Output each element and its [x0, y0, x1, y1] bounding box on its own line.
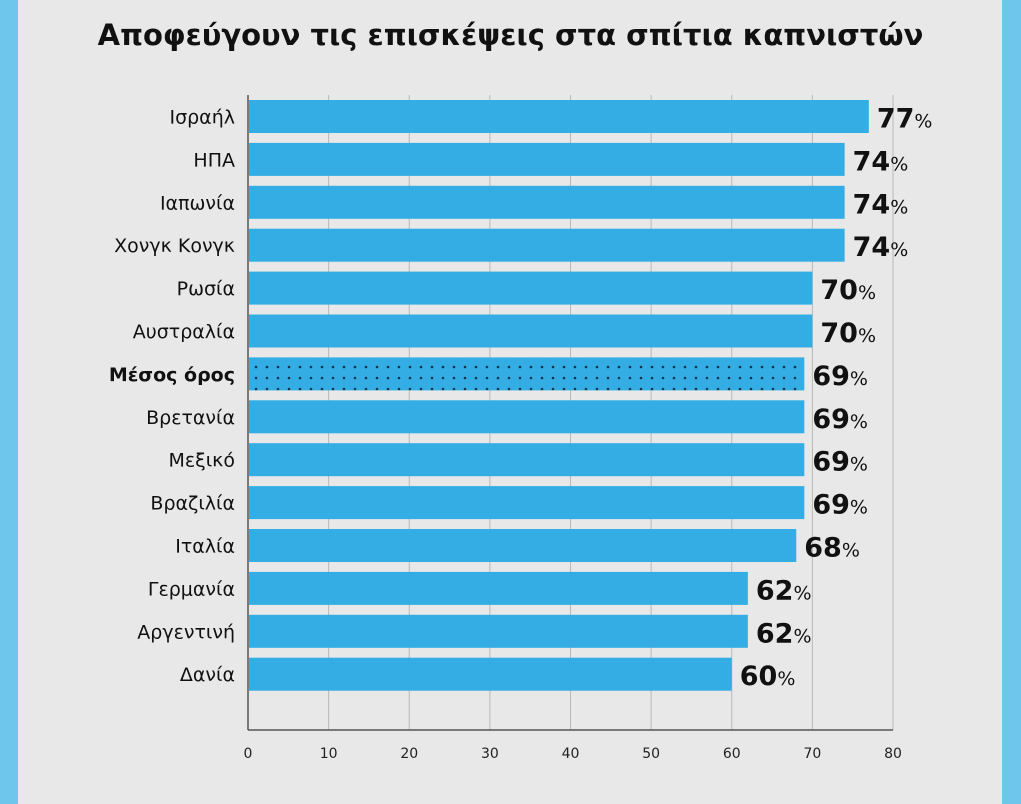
x-tick-label: 20 [400, 746, 418, 762]
data-label: 68% [804, 533, 860, 564]
data-label: 62% [756, 575, 812, 606]
data-label: 74% [853, 232, 909, 263]
category-label: Αργεντινή [137, 621, 235, 643]
x-tick-label: 40 [562, 746, 580, 762]
x-tick-label: 30 [481, 746, 499, 762]
data-label: 69% [812, 361, 868, 392]
bar [249, 314, 813, 348]
data-label: 69% [812, 490, 868, 521]
left-border [0, 0, 18, 804]
bar [249, 185, 845, 219]
category-label: ΗΠΑ [193, 149, 235, 171]
category-label: Χονγκ Κονγκ [114, 235, 235, 257]
category-label: Ιταλία [175, 536, 235, 558]
category-label: Αυστραλία [133, 321, 235, 343]
x-tick-label: 0 [244, 746, 253, 762]
bar [249, 100, 869, 133]
bar [249, 614, 748, 648]
right-border [1002, 0, 1021, 804]
bar [249, 657, 732, 691]
category-label: Μέσος όρος [109, 364, 235, 386]
data-label: 70% [820, 318, 876, 349]
category-label: Δανία [180, 664, 235, 686]
bar [249, 142, 845, 176]
category-label: Βραζιλία [150, 493, 235, 515]
data-label: 60% [740, 661, 796, 692]
bar [249, 486, 805, 520]
x-tick-label: 10 [320, 746, 338, 762]
bar [249, 228, 845, 262]
chart-title: Αποφεύγουν τις επισκέψεις στα σπίτια καπ… [97, 18, 924, 52]
category-label: Ιαπωνία [160, 192, 235, 214]
category-label: Βρετανία [146, 407, 235, 429]
bar [249, 271, 813, 305]
category-label: Γερμανία [148, 578, 235, 600]
data-label: 62% [756, 618, 812, 649]
data-label: 69% [812, 404, 868, 435]
data-label: 74% [853, 189, 909, 220]
data-label: 74% [853, 146, 909, 177]
bar [249, 529, 797, 562]
bar [249, 443, 805, 477]
category-label: Ισραήλ [169, 107, 235, 129]
x-tick-label: 60 [723, 746, 741, 762]
bar [249, 400, 805, 434]
bar [249, 357, 805, 391]
data-label: 70% [820, 275, 876, 306]
category-label: Ρωσία [177, 278, 235, 300]
category-label: Μεξικό [168, 450, 235, 472]
x-tick-label: 80 [884, 746, 902, 762]
x-tick-label: 50 [642, 746, 660, 762]
data-label: 77% [877, 104, 933, 135]
data-label: 69% [812, 447, 868, 478]
x-tick-label: 70 [803, 746, 821, 762]
bar [249, 571, 748, 605]
